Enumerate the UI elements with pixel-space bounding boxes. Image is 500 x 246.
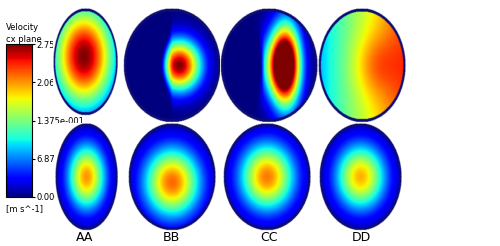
Text: [m s^-1]: [m s^-1] <box>6 204 43 213</box>
Text: DD: DD <box>352 231 371 244</box>
Text: AA: AA <box>76 231 94 244</box>
Text: BB: BB <box>162 231 180 244</box>
Text: CC: CC <box>260 231 278 244</box>
Text: Velocity
cx plane: Velocity cx plane <box>6 23 42 44</box>
